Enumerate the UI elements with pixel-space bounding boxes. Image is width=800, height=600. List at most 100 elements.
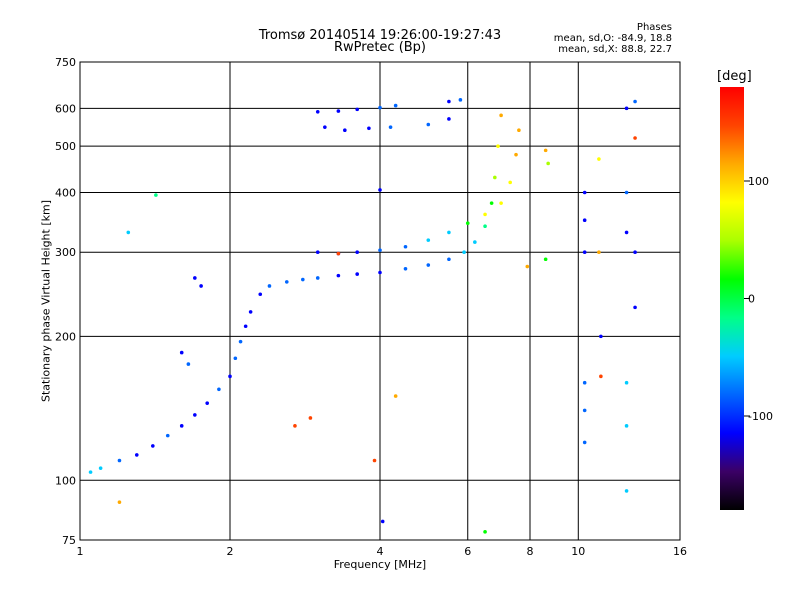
data-point: [393, 394, 398, 398]
data-point: [380, 519, 385, 524]
data-point: [546, 161, 550, 166]
data-point: [624, 380, 629, 385]
data-point: [447, 257, 451, 262]
colorbar-tick-label: 0: [748, 293, 755, 306]
data-point: [343, 128, 347, 132]
x-tick-label: 6: [464, 545, 471, 558]
data-point: [508, 180, 512, 185]
x-tick-label: 1: [77, 545, 84, 558]
data-point: [315, 110, 320, 114]
data-point: [378, 188, 382, 192]
data-point: [301, 277, 305, 282]
data-point: [126, 230, 131, 235]
data-point: [483, 212, 487, 217]
data-point: [426, 263, 431, 267]
data-point: [117, 458, 122, 463]
data-point: [447, 230, 451, 235]
colorbar-tick-label: 100: [748, 175, 769, 188]
data-point: [543, 148, 548, 153]
data-point: [624, 424, 629, 428]
data-point: [624, 230, 629, 235]
data-point: [323, 125, 327, 129]
data-point: [483, 224, 487, 229]
data-point: [599, 334, 603, 339]
x-axis-ticks: 1 2 4 6 8 10 16: [77, 545, 688, 558]
data-point: [483, 530, 487, 534]
phases-x-line: mean, sd,X: 88.8, 22.7: [558, 44, 672, 55]
data-point: [597, 250, 601, 255]
data-point: [426, 122, 431, 127]
data-point: [543, 257, 548, 262]
data-point: [336, 251, 341, 256]
data-point: [499, 113, 503, 118]
y-tick-label: 75: [62, 534, 76, 547]
data-point: [624, 106, 629, 111]
data-point: [151, 444, 155, 448]
data-point: [355, 107, 359, 112]
chart-subtitle: RwPretec (Bp): [333, 40, 427, 55]
data-point: [165, 433, 170, 438]
data-point: [624, 489, 629, 493]
data-point: [205, 401, 209, 405]
data-point: [243, 324, 248, 329]
data-point: [473, 240, 477, 244]
phases-o-line: mean, sd,O: -84.9, 18.8: [553, 33, 672, 44]
data-point: [228, 374, 232, 379]
data-point: [633, 305, 637, 310]
data-point: [336, 109, 341, 113]
data-point: [233, 356, 238, 361]
y-tick-label: 300: [55, 246, 76, 259]
data-point: [217, 387, 221, 392]
y-axis-label: Stationary phase Virtual Height [km]: [39, 199, 53, 403]
grid-lines: [80, 62, 680, 540]
data-point: [238, 339, 243, 344]
data-point: [179, 424, 184, 428]
data-point: [248, 310, 253, 314]
data-point: [186, 362, 191, 366]
data-point: [199, 284, 203, 288]
data-point: [597, 157, 601, 161]
data-point: [355, 272, 359, 276]
data-point: [117, 500, 122, 504]
data-point: [336, 273, 341, 278]
data-point: [582, 190, 587, 195]
data-point: [88, 470, 93, 474]
data-point: [315, 250, 320, 255]
y-tick-label: 200: [55, 330, 76, 343]
x-tick-label: 16: [673, 545, 687, 558]
data-point: [493, 175, 497, 180]
data-point: [293, 424, 297, 428]
data-point: [378, 270, 382, 275]
data-point: [447, 99, 451, 104]
y-tick-label: 400: [55, 186, 76, 199]
data-point: [258, 292, 263, 297]
data-point: [633, 99, 637, 104]
data-point: [525, 264, 530, 269]
data-point: [378, 248, 382, 252]
data-point: [372, 458, 377, 463]
data-point: [393, 103, 398, 108]
y-tick-label: 500: [55, 140, 76, 153]
data-points: [88, 98, 637, 534]
data-point: [633, 136, 637, 140]
data-point: [582, 408, 587, 413]
data-point: [98, 466, 103, 470]
data-point: [378, 105, 382, 110]
data-point: [599, 374, 603, 379]
data-point: [496, 144, 500, 148]
data-point: [179, 350, 184, 355]
y-axis-ticks: 75 100 200 300 400 500 600 750: [55, 56, 76, 547]
data-point: [582, 440, 587, 445]
data-point: [582, 218, 587, 223]
colorbar-ticks: 100 0 -100: [744, 175, 773, 423]
data-point: [193, 413, 197, 417]
data-point: [267, 284, 272, 288]
colorbar-label: [deg]: [717, 69, 752, 84]
data-point: [465, 221, 470, 226]
data-point: [355, 250, 359, 255]
data-point: [403, 266, 408, 271]
chart-title: Tromsø 20140514 19:26:00-19:27:43: [258, 28, 502, 43]
phases-heading: Phases: [636, 22, 672, 33]
x-tick-label: 2: [227, 545, 234, 558]
